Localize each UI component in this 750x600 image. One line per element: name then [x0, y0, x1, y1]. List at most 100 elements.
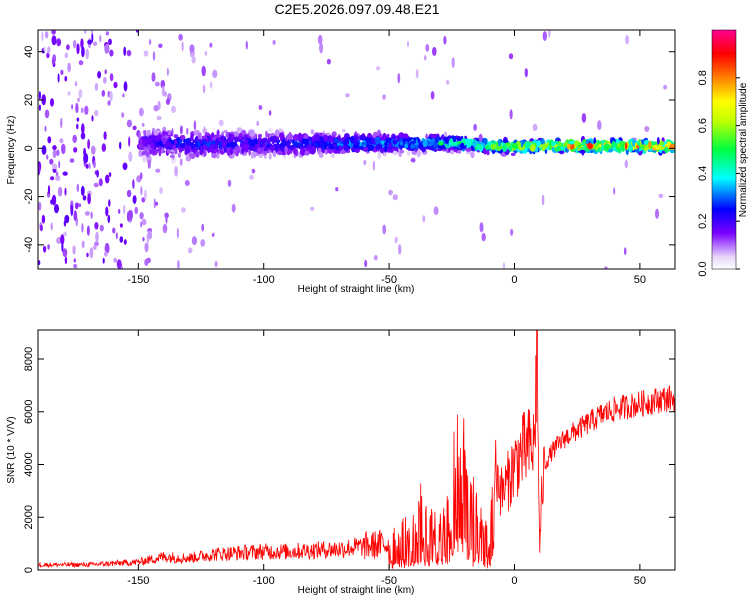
spectrogram-cell — [185, 140, 191, 146]
spectrogram-cell — [76, 123, 79, 130]
spectrogram-cell — [658, 146, 665, 150]
spectrogram-cell — [385, 138, 391, 143]
spectrogram-cell — [128, 151, 133, 162]
spectrogram-cell — [374, 136, 381, 145]
x-tick-label: -100 — [253, 575, 275, 587]
spectrogram-cell — [141, 197, 146, 203]
y-tick-label: 8000 — [23, 347, 35, 371]
spectrogram-cell — [60, 117, 63, 129]
spectrogram-cell — [485, 144, 489, 150]
spectrogram-cell — [636, 144, 639, 149]
spectrogram-cell — [148, 39, 152, 45]
spectrogram-cell — [85, 48, 89, 60]
spectrogram-cell — [278, 150, 283, 156]
spectrogram-cell — [483, 149, 487, 155]
spectrogram-cell — [195, 141, 199, 148]
spectrogram-cell — [77, 97, 80, 103]
spectrogram-cell — [165, 212, 168, 224]
spectrogram-cell — [266, 139, 271, 144]
spectrogram-cell — [109, 91, 113, 102]
spectrogram-cell — [181, 41, 184, 52]
spectrogram-cell — [186, 127, 189, 135]
spectrogram-cell — [123, 81, 128, 92]
spectrogram-cell — [542, 143, 549, 149]
spectrogram-cell — [272, 40, 276, 45]
spectrogram-cell — [156, 115, 162, 121]
spectrogram-cell — [370, 138, 376, 144]
spectrogram-cell — [60, 234, 65, 245]
spectrogram-cell — [268, 153, 272, 160]
spectrogram-cell — [324, 141, 328, 149]
spectrogram-cell — [78, 89, 83, 98]
spectrogram-cell — [61, 143, 66, 155]
spectrogram-cell — [95, 231, 99, 243]
spectrogram-x-axis-label: Height of straight line (km) — [298, 284, 415, 295]
snr-x-ticks: -150 -100 -50 0 50 — [127, 330, 646, 587]
spectrogram-cell — [669, 149, 675, 154]
spectrogram-cell — [364, 259, 368, 268]
spectrogram-cell — [410, 140, 417, 144]
spectrogram-cell — [93, 182, 99, 188]
spectrogram-cell — [443, 35, 447, 45]
spectrogram-cell — [73, 258, 77, 263]
spectrogram-cell — [167, 131, 172, 136]
spectrogram-cell — [64, 52, 69, 59]
spectrogram-cell — [507, 145, 512, 150]
colorbar-gradient — [712, 30, 736, 269]
spectrogram-cell — [302, 138, 309, 144]
spectrogram-cell — [90, 211, 93, 219]
spectrogram-cell — [108, 38, 112, 45]
spectrogram-cell — [304, 150, 310, 156]
spectrogram-cell — [422, 140, 428, 148]
spectrogram-cell — [658, 193, 664, 198]
x-tick-label: -50 — [381, 274, 397, 286]
spectrogram-cell — [612, 145, 617, 152]
spectrogram-cell — [154, 136, 160, 142]
spectrogram-cell — [465, 147, 472, 152]
spectrogram-cell — [191, 56, 196, 64]
spectrogram-cell — [189, 44, 195, 53]
spectrogram-cell — [91, 145, 96, 155]
spectrogram-cell — [44, 31, 49, 39]
colorbar-tick-label: 0.0 — [697, 261, 709, 276]
y-tick-label: 6000 — [23, 400, 35, 424]
spectrogram-cell — [142, 139, 147, 146]
spectrogram-cell — [252, 142, 256, 148]
spectrogram-cell — [132, 179, 135, 189]
spectrogram-cell — [81, 240, 85, 249]
spectrogram-cell — [44, 125, 47, 132]
spectrogram-cell — [430, 91, 435, 100]
y-tick-label: -40 — [23, 237, 35, 253]
snr-frame — [37, 329, 676, 571]
spectrogram-cell — [386, 133, 390, 138]
spectrogram-cell — [50, 176, 55, 181]
spectrogram-cell — [382, 224, 387, 235]
spectrogram-cell — [326, 58, 331, 65]
spectrogram-cell — [64, 76, 68, 82]
spectrogram-cell — [47, 136, 52, 144]
spectrogram-cell — [256, 121, 259, 126]
spectrogram-cell — [460, 142, 465, 150]
spectrogram-cell — [637, 141, 641, 146]
colorbar: 0.0 0.2 0.4 0.6 0.8 Normalized spectral ampl… — [697, 29, 749, 277]
spectrogram-cell — [268, 110, 272, 116]
spectrogram-cell — [157, 100, 161, 111]
spectrogram-cell — [75, 102, 79, 114]
spectrogram-cell — [168, 138, 172, 143]
spectrogram-cell — [107, 214, 111, 224]
spectrogram-cell — [141, 218, 147, 226]
spectrogram-cell — [400, 141, 403, 146]
spectrogram-cell — [209, 42, 213, 48]
spectrogram-cell — [293, 142, 299, 147]
x-tick-label: 50 — [634, 575, 646, 587]
x-tick-label: -100 — [253, 274, 275, 286]
spectrogram-cell — [142, 154, 147, 163]
spectrogram-cell — [230, 147, 233, 156]
spectrogram-cell — [87, 139, 90, 150]
spectrogram-cell — [47, 46, 51, 54]
spectrogram-cell — [138, 131, 141, 138]
spectrogram-cell — [72, 245, 76, 255]
spectrogram-heatmap — [38, 30, 675, 269]
spectrogram-cell — [76, 183, 80, 192]
spectrogram-cell — [143, 50, 149, 57]
